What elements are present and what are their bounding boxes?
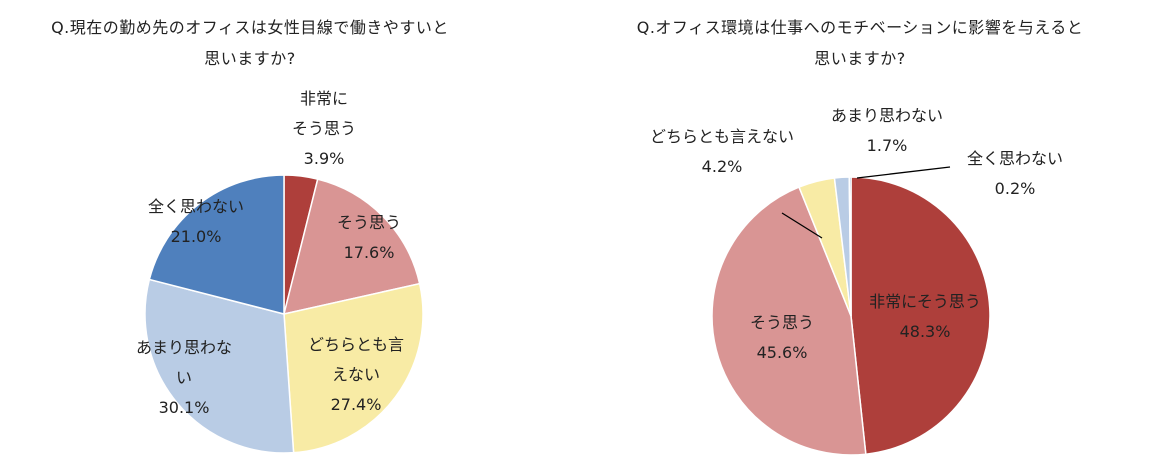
slice-value-label: 30.1% — [159, 398, 210, 417]
pie-slice-2 — [283, 282, 424, 454]
pie-slice-4 — [148, 174, 285, 315]
slice-category-label: 非常に — [300, 89, 348, 108]
slice-value-label: 21.0% — [171, 227, 222, 246]
chart-title-line: 思いますか? — [814, 49, 906, 68]
slice-category-label: えない — [332, 365, 380, 384]
pie-svg: 非常にそう思う 3.9% そう思う 17.6% どちらとも言えない 27.4% あまり思わな… — [136, 89, 424, 454]
slice-category-label: どちらとも言 — [308, 335, 404, 354]
chart-title-line: Q.現在の勤め先のオフィスは女性目線で働きやすいと — [51, 18, 449, 37]
pie-slice-3 — [144, 278, 295, 454]
pie-slice-0 — [850, 176, 991, 456]
slice-value-label: 48.3% — [900, 322, 951, 341]
slice-value-label: 1.7% — [867, 136, 908, 155]
chart-title: Q.オフィス環境は仕事へのモチベーションに影響を与えると 思いますか? — [580, 12, 1140, 74]
slice-value-label: 0.2% — [995, 179, 1036, 198]
slice-value-label: 27.4% — [331, 395, 382, 414]
slice-category-label: そう思う — [750, 313, 814, 332]
slice-value-label: 3.9% — [304, 149, 345, 168]
leader-line-4 — [856, 166, 951, 179]
chart-title-line: 思いますか? — [204, 49, 296, 68]
slice-category-label: あまり思わない — [831, 106, 943, 125]
slice-category-label: どちらとも言えない — [650, 127, 794, 146]
slice-category-label: い — [176, 368, 192, 387]
pie-slice-1 — [282, 178, 421, 315]
slice-category-label: 全く思わない — [148, 197, 244, 216]
leader-line-2 — [781, 212, 823, 239]
pie-svg: 非常にそう思う 48.3% そう思う 45.6% どちらとも言えない 4.2% あまり思わな… — [650, 106, 1063, 456]
slice-value-label: 45.6% — [757, 343, 808, 362]
slice-category-label: 全く思わない — [967, 149, 1063, 168]
pie-slice-4 — [848, 176, 852, 317]
chart-title: Q.現在の勤め先のオフィスは女性目線で働きやすいと 思いますか? — [10, 12, 490, 74]
pie-slice-1 — [711, 186, 867, 456]
pie-chart-office-motivation: Q.オフィス環境は仕事へのモチベーションに影響を与えると 思いますか? 非常にそ… — [560, 0, 1164, 471]
slice-category-label: そう思う — [337, 213, 401, 232]
slice-category-label: そう思う — [292, 119, 356, 138]
slice-category-label: 非常にそう思う — [869, 292, 981, 311]
chart-title-line: Q.オフィス環境は仕事へのモチベーションに影響を与えると — [636, 18, 1084, 37]
slice-value-label: 4.2% — [702, 157, 743, 176]
slice-value-label: 17.6% — [344, 243, 395, 262]
pie-chart-workplace-comfort: Q.現在の勤め先のオフィスは女性目線で働きやすいと 思いますか? 非常にそう思う… — [0, 0, 560, 471]
slice-category-label: あまり思わな — [136, 338, 232, 357]
